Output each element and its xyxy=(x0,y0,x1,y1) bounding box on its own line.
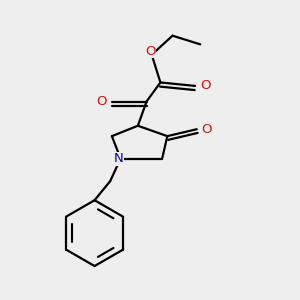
Text: O: O xyxy=(201,123,212,136)
Text: O: O xyxy=(200,80,211,92)
Text: N: N xyxy=(114,152,124,165)
Text: O: O xyxy=(145,45,155,58)
Text: O: O xyxy=(96,95,107,108)
